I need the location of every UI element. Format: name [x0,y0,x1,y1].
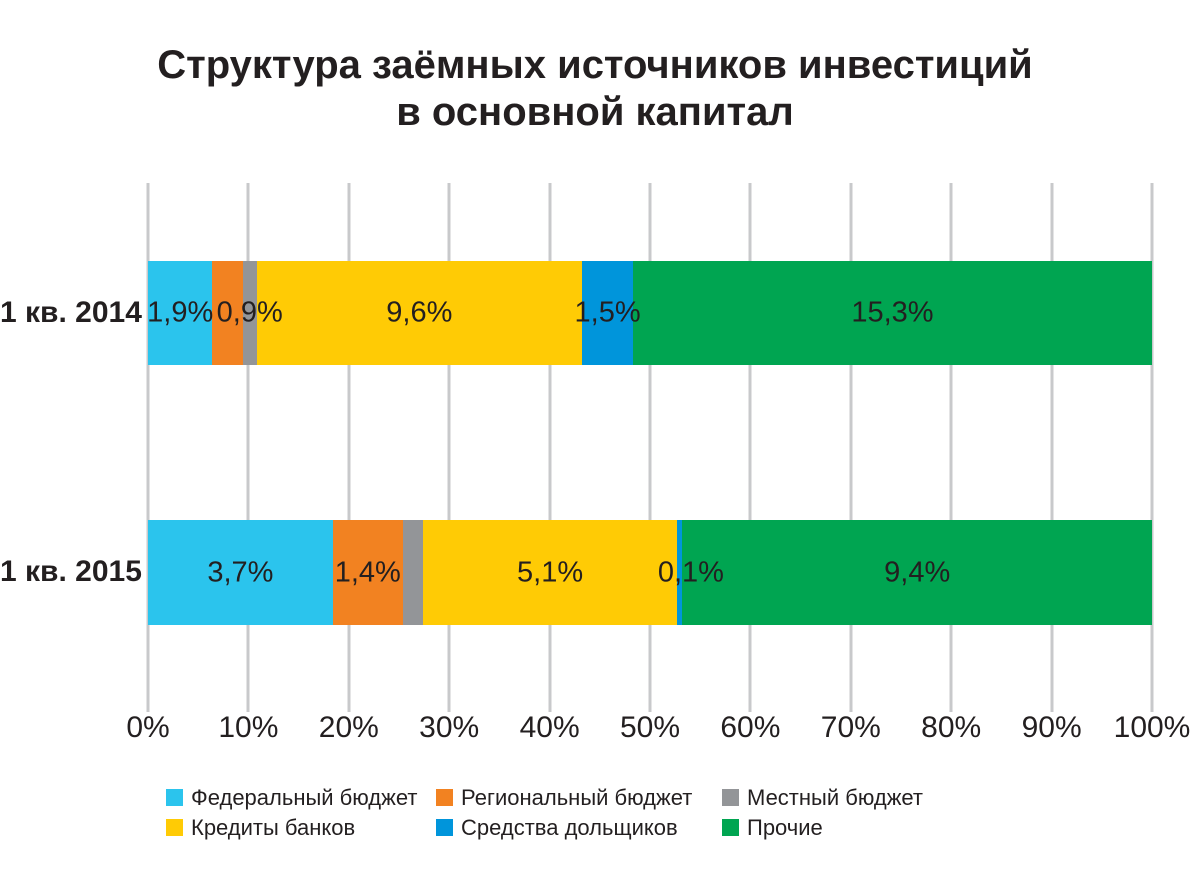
category-label: 1 кв. 2014 [0,296,142,329]
bar-segment-label: 1,5% [574,296,641,329]
bar-segment: 0,9% [212,261,283,365]
legend-item: Прочие [722,815,923,840]
gridline [146,183,150,712]
gridline [347,183,351,712]
legend-label: Федеральный бюджет [191,785,418,810]
legend-label: Местный бюджет [747,785,923,810]
plot-area: 1,9% 0,9% 9,6% 1,5% 15,3% 3,7% 1,4% 5,1% 0,1% 9,4… [146,183,1154,712]
legend-item: Местный бюджет [722,785,923,810]
legend-label: Региональный бюджет [461,785,693,810]
x-axis-tick-label: 80% [921,711,982,744]
bar-segment-label: 0,1% [657,556,724,588]
bar-segment-label: 3,7% [207,556,274,588]
legend-swatch-icon [722,789,739,806]
bar-row: 3,7% 1,4% 5,1% 0,1% 9,4% [148,520,1152,625]
bar-row: 1,9% 0,9% 9,6% 1,5% 15,3% [147,261,1152,365]
bar-segment-label: 1,4% [334,556,401,588]
x-axis-tick-label: 70% [820,711,881,744]
legend-swatch-icon [722,819,739,836]
legend-item: Кредиты банков [166,815,436,840]
bar-segment: 1,9% [147,261,214,365]
bar-segment-label: 5,1% [517,556,584,588]
x-axis-tick-label: 40% [519,711,580,744]
x-axis-tick-label: 90% [1021,711,1082,744]
bar-segment: 1,5% [575,261,641,365]
legend-swatch-icon [436,789,453,806]
x-axis-tick-label: 10% [218,711,279,744]
x-axis-tick-label: 20% [318,711,379,744]
x-axis-tick-label: 30% [419,711,480,744]
bar-segment-label: 9,4% [884,556,951,588]
x-axis-tick-label: 0% [126,711,170,744]
x-axis: 0% 10% 20% 30% 40% 50% 60% 70% 80% 90% 100% [126,711,1190,751]
bar-segment-label: 0,9% [216,296,283,329]
gridline [949,183,953,712]
bar-segment: 15,3% [633,261,1152,365]
legend-swatch-icon [166,789,183,806]
gridline [849,183,853,712]
gridline [1050,183,1054,712]
legend-item: Средства дольщиков [436,815,722,840]
legend-item: Региональный бюджет [436,785,722,810]
x-axis-tick-label: 100% [1113,711,1191,744]
bar-segment-label: 15,3% [851,296,934,329]
gridline [548,183,552,712]
bar-segment: 0,1% [658,520,724,625]
bar-segment: 3,7% [148,520,333,625]
gridline [748,183,752,712]
x-axis-tick-label: 50% [619,711,681,744]
bar-segment [402,520,423,625]
bar-segment: 5,1% [422,520,678,625]
legend-label: Прочие [747,815,823,840]
gridline [246,183,250,712]
legend-swatch-icon [166,819,183,836]
bar-segment: 9,4% [682,520,1152,625]
legend: Федеральный бюджет Региональный бюджет Мес… [166,785,923,840]
bar-segment: 1,4% [332,520,403,625]
bar-segment-label: 1,9% [147,296,214,329]
legend-label: Кредиты банков [191,815,356,840]
category-label: 1 кв. 2015 [0,555,142,588]
legend-label: Средства дольщиков [461,815,678,840]
gridline [1150,183,1154,712]
chart-title-line-2: в основной капитал [396,90,794,134]
chart-title-line-1: Структура заёмных источников инвестиций [157,43,1033,87]
x-axis-tick-label: 60% [720,711,781,744]
gridline [648,183,652,712]
bar-segment: 9,6% [256,261,583,365]
bar-segment-label: 9,6% [386,296,453,329]
legend-swatch-icon [436,819,453,836]
chart-title: Структура заёмных источников инвестиций … [0,42,1190,136]
legend-item: Федеральный бюджет [166,785,436,810]
gridline [447,183,451,712]
bar-segment [242,261,257,365]
